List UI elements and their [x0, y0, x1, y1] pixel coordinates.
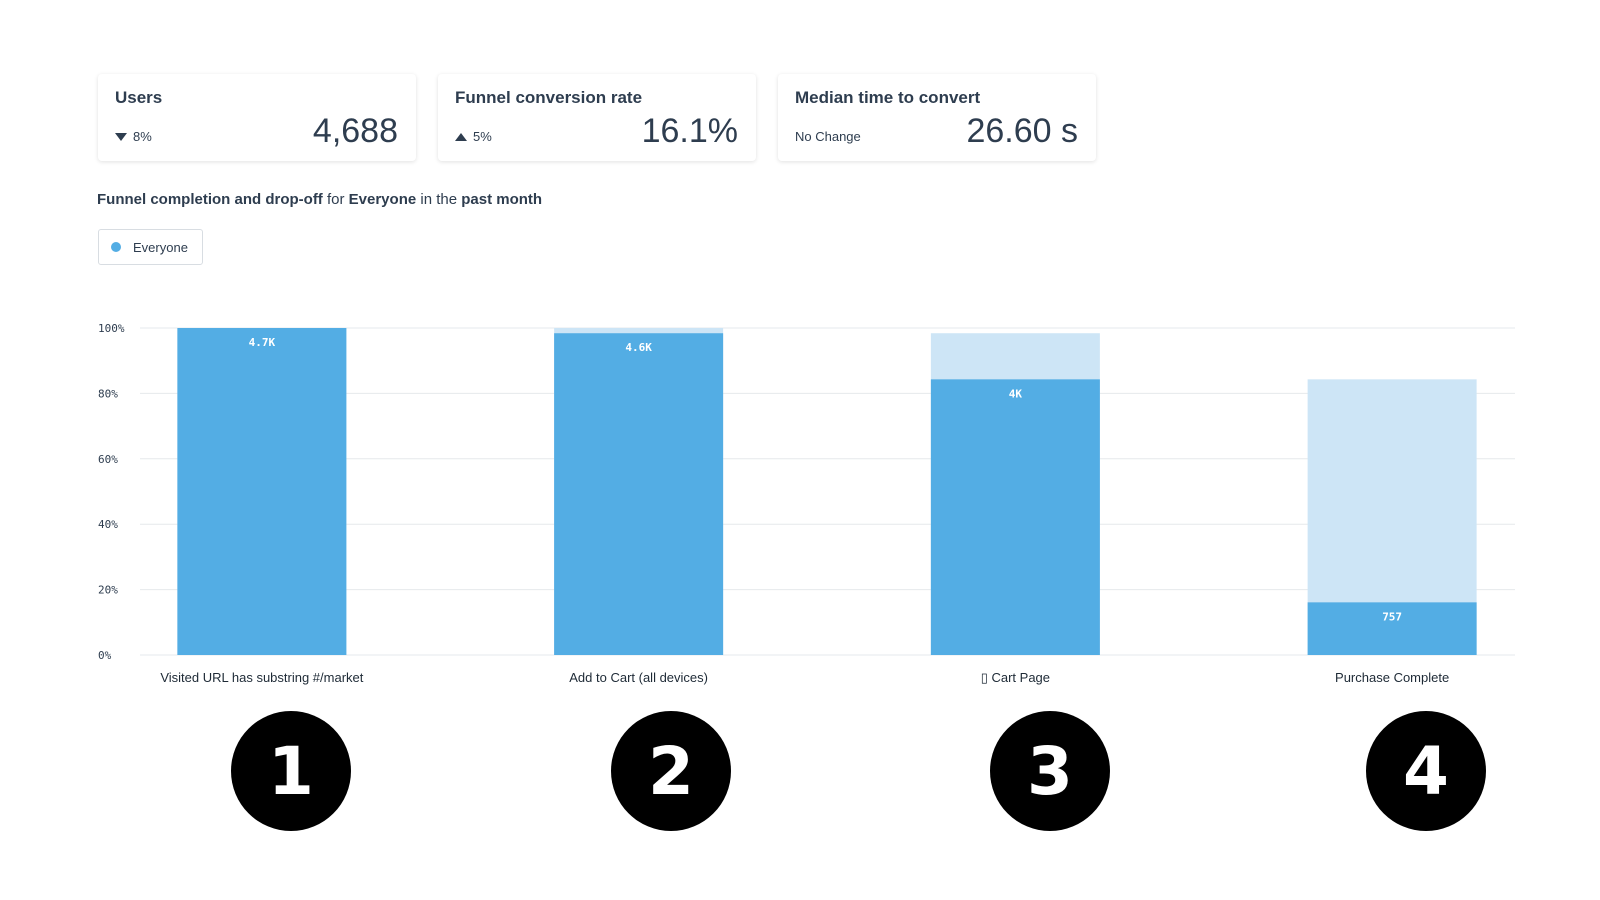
bar-data-label: 4.6K: [625, 341, 652, 354]
funnel-chart: 0% 20% 40% 60% 80% 100% 4.7K 4.6K 4K 757 Visited…: [98, 322, 1515, 685]
step-2-circle: 2: [611, 711, 731, 831]
x-category-label: Add to Cart (all devices): [569, 670, 708, 685]
converted-bar[interactable]: [554, 333, 724, 655]
card-change: No Change: [795, 129, 861, 144]
y-axis: 0% 20% 40% 60% 80% 100%: [98, 322, 125, 662]
converted-bar[interactable]: [930, 379, 1100, 655]
subtitle-segment[interactable]: Everyone: [348, 191, 417, 208]
chart-subtitle: Funnel completion and drop-off for Every…: [97, 191, 542, 208]
legend-label: Everyone: [133, 239, 188, 255]
card-change: 5%: [455, 129, 492, 144]
converted-bar[interactable]: [1307, 602, 1477, 655]
legend-dot-icon: [111, 242, 121, 252]
step-3-circle: 3: [990, 711, 1110, 831]
y-tick-label: 0%: [98, 649, 112, 662]
subtitle-part: Funnel completion and drop-off: [97, 191, 323, 208]
trend-up-icon: [455, 132, 467, 141]
bars: [177, 328, 1477, 655]
grid-layer: [140, 327, 1515, 656]
y-tick-label: 60%: [98, 453, 118, 466]
card-title: Median time to convert: [795, 88, 981, 107]
bar-data-label: 757: [1382, 610, 1402, 623]
card-value: 26.60 s: [966, 112, 1078, 150]
x-axis: Visited URL has substring #/market Add to…: [160, 670, 1449, 685]
bar-data-label: 4K: [1009, 387, 1023, 400]
step-1-circle: 1: [231, 711, 351, 831]
subtitle-part: in the: [416, 191, 462, 208]
x-category-label: ▯ Cart Page: [981, 670, 1050, 685]
y-tick-label: 40%: [98, 518, 118, 531]
median-time-card[interactable]: Median time to convert No Change 26.60 s: [778, 74, 1096, 161]
change-value: 5%: [473, 129, 492, 144]
card-value: 16.1%: [641, 112, 738, 150]
change-value: 8%: [133, 129, 152, 144]
users-card[interactable]: Users 8% 4,688: [98, 74, 416, 161]
legend[interactable]: Everyone: [98, 229, 203, 265]
subtitle-timerange[interactable]: past month: [461, 191, 543, 208]
data-labels: 4.7K 4.6K 4K 757: [249, 336, 1402, 623]
y-tick-label: 100%: [98, 322, 125, 335]
card-title: Users: [115, 88, 163, 107]
x-category-label: Visited URL has substring #/market: [160, 670, 363, 685]
bar-data-label: 4.7K: [249, 336, 276, 349]
card-title: Funnel conversion rate: [455, 88, 643, 107]
conversion-rate-card[interactable]: Funnel conversion rate 5% 16.1%: [438, 74, 756, 161]
step-4-circle: 4: [1366, 711, 1486, 831]
subtitle-part: for: [322, 191, 349, 208]
change-value: No Change: [795, 129, 861, 144]
converted-bar[interactable]: [177, 328, 347, 655]
y-tick-label: 20%: [98, 584, 118, 597]
trend-down-icon: [115, 132, 127, 141]
x-category-label: Purchase Complete: [1335, 670, 1449, 685]
y-tick-label: 80%: [98, 387, 118, 400]
card-change: 8%: [115, 129, 152, 144]
card-value: 4,688: [312, 112, 398, 150]
